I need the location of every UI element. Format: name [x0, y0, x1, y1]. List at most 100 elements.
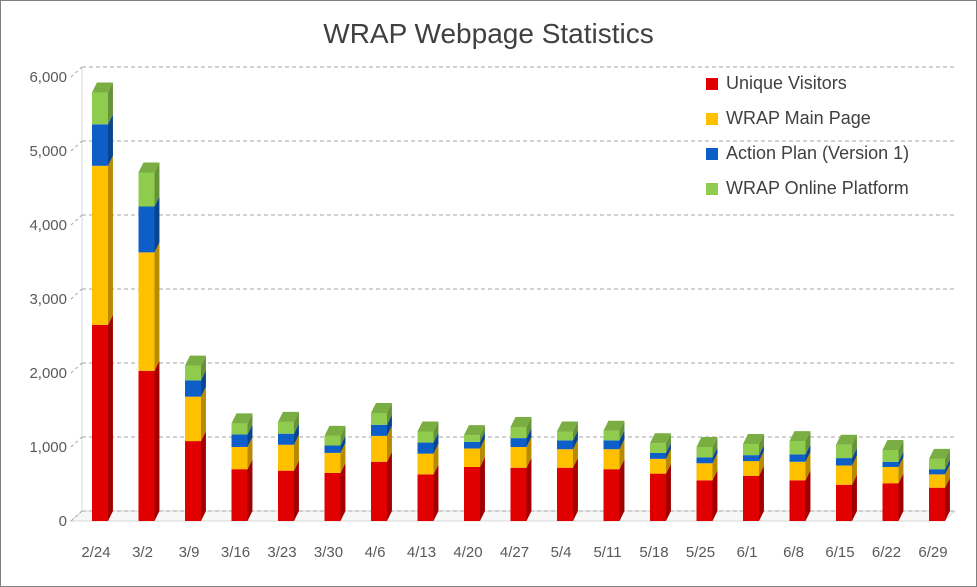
legend-swatch — [706, 77, 718, 90]
bar-action-plan-version-1 — [650, 452, 666, 459]
gridline-depth — [70, 436, 83, 448]
bar-wrap-online-platform-top — [929, 448, 950, 459]
bar-wrap-online-platform-side — [573, 421, 578, 441]
x-tick-label: 3/2 — [132, 544, 153, 561]
bar-wrap-online-platform — [836, 444, 852, 459]
bar-wrap-online-platform-top — [417, 421, 439, 432]
bar-unique-visitors — [696, 480, 713, 521]
bar-unique-visitors-side — [340, 462, 346, 521]
bar-wrap-online-platform — [138, 172, 155, 207]
bar-action-plan-version-1-side — [805, 444, 811, 462]
y-tick-label: 3,000 — [29, 291, 67, 308]
bar-wrap-main-page-side — [759, 451, 764, 476]
bar-wrap-online-platform-side — [898, 439, 904, 462]
legend-swatch — [706, 182, 718, 195]
bar-action-plan-version-1 — [371, 424, 387, 436]
x-tick-label: 3/9 — [179, 544, 200, 561]
bar-unique-visitors-side — [666, 463, 671, 521]
bar-unique-visitors-side — [759, 465, 764, 521]
gridline-depth — [70, 214, 83, 226]
bar-wrap-online-platform-side — [340, 425, 346, 446]
bar-unique-visitors-side — [201, 431, 206, 521]
bar-wrap-main-page-side — [666, 448, 671, 474]
bar-wrap-main-page-side — [526, 437, 532, 468]
bar-unique-visitors — [464, 466, 480, 521]
bar-wrap-online-platform-side — [852, 434, 857, 459]
bar-wrap-main-page — [138, 252, 155, 371]
bar-wrap-online-platform-top — [510, 417, 532, 428]
bar-wrap-online-platform-top — [743, 434, 764, 445]
bar-wrap-online-platform — [650, 443, 666, 453]
bar-wrap-online-platform-side — [387, 402, 392, 425]
bar-wrap-online-platform-top — [836, 434, 857, 445]
bar-unique-visitors — [789, 480, 806, 521]
bar-wrap-online-platform — [278, 421, 294, 434]
bar-action-plan-version-1-side — [294, 423, 299, 445]
bar-wrap-main-page — [557, 449, 573, 468]
bar-wrap-main-page — [510, 447, 527, 468]
bar-wrap-main-page — [696, 463, 713, 481]
legend-item-action-plan: Action Plan (Version 1) — [706, 136, 909, 171]
bar-wrap-main-page — [231, 447, 248, 470]
bar-action-plan-version-1 — [324, 445, 341, 453]
bar-wrap-online-platform-top — [557, 421, 578, 432]
y-tick-label: 1,000 — [29, 439, 67, 456]
bar-unique-visitors-side — [387, 451, 392, 521]
bar-action-plan-version-1-side — [433, 432, 439, 454]
bar-wrap-online-platform-top — [278, 411, 299, 422]
bar-wrap-online-platform-top — [789, 431, 811, 442]
bar-unique-visitors-side — [247, 459, 253, 521]
bar-wrap-online-platform-top — [464, 425, 485, 436]
chart-title: WRAP Webpage Statistics — [323, 18, 654, 49]
bar-wrap-online-platform-side — [526, 417, 532, 439]
bar-wrap-main-page-side — [619, 439, 625, 470]
y-tick-label: 4,000 — [29, 217, 67, 234]
bar-wrap-online-platform-side — [201, 355, 206, 381]
bar-unique-visitors — [324, 472, 341, 521]
x-tick-label: 3/16 — [221, 544, 250, 561]
bar-wrap-online-platform-side — [666, 433, 671, 453]
bar-unique-visitors-side — [619, 459, 625, 521]
legend-label: Action Plan (Version 1) — [726, 143, 910, 163]
legend-swatch — [706, 147, 718, 160]
bar-unique-visitors-side — [573, 457, 578, 521]
bar-unique-visitors-side — [154, 360, 160, 521]
bar-wrap-main-page-side — [805, 451, 811, 481]
bar-unique-visitors — [138, 370, 155, 521]
bar-wrap-online-platform-side — [433, 421, 439, 443]
bar-wrap-online-platform-side — [154, 162, 160, 207]
bar-wrap-online-platform-top — [92, 82, 113, 93]
bar-wrap-main-page — [417, 453, 434, 475]
bar-action-plan-version-1-side — [712, 447, 718, 464]
x-tick-label: 6/8 — [783, 544, 804, 561]
bar-wrap-online-platform — [371, 412, 387, 425]
bar-wrap-main-page — [278, 444, 294, 471]
bar-wrap-online-platform-top — [324, 425, 346, 436]
bar-wrap-online-platform-side — [759, 434, 764, 456]
bar-unique-visitors-side — [805, 470, 811, 521]
bar-action-plan-version-1-side — [480, 431, 485, 449]
legend-item-wrap-main-page: WRAP Main Page — [706, 101, 909, 136]
bar-unique-visitors — [185, 441, 201, 521]
bar-wrap-main-page — [324, 452, 341, 473]
bar-unique-visitors-side — [712, 470, 718, 521]
bar-wrap-main-page-side — [573, 439, 578, 468]
bar-wrap-main-page — [929, 474, 945, 488]
bar-unique-visitors — [743, 475, 759, 521]
bar-unique-visitors — [278, 470, 294, 521]
bar-action-plan-version-1-side — [201, 370, 206, 397]
bar-wrap-main-page — [92, 165, 108, 325]
bar-wrap-online-platform — [464, 435, 480, 442]
bar-unique-visitors-side — [480, 456, 485, 521]
bar-unique-visitors-side — [108, 314, 113, 521]
bar-wrap-main-page — [650, 458, 666, 474]
x-tick-label: 4/6 — [365, 544, 386, 561]
bar-action-plan-version-1-side — [247, 424, 253, 447]
x-tick-label: 6/1 — [737, 544, 758, 561]
legend-label: Unique Visitors — [726, 73, 847, 93]
x-tick-label: 4/27 — [500, 544, 529, 561]
bar-wrap-main-page — [185, 396, 201, 442]
x-tick-label: 5/11 — [593, 544, 621, 561]
bar-action-plan-version-1-side — [108, 114, 113, 166]
bar-wrap-online-platform-side — [619, 420, 625, 441]
